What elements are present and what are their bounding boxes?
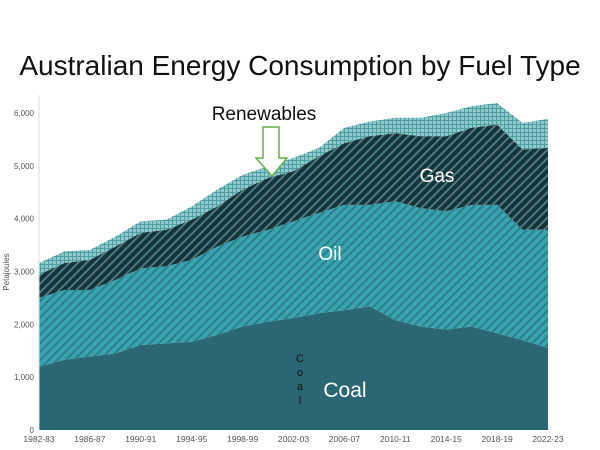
area-gas bbox=[39, 124, 548, 298]
annotation-coal-vertical-letter: l bbox=[299, 395, 301, 407]
annotation-oil: Oil bbox=[318, 244, 341, 265]
area-coal bbox=[39, 306, 548, 430]
y-axis-label: Petajoules bbox=[2, 253, 11, 290]
arrow-down-icon bbox=[254, 126, 289, 178]
x-tick-label: 1990-91 bbox=[125, 434, 156, 444]
y-tick-label: 4,000 bbox=[14, 215, 35, 224]
x-tick-label: 2014-15 bbox=[431, 434, 462, 444]
chart-title: Australian Energy Consumption by Fuel Ty… bbox=[19, 50, 581, 81]
x-tick-label: 1998-99 bbox=[227, 434, 258, 444]
y-tick-label: 2,000 bbox=[14, 320, 35, 329]
annotation-gas: Gas bbox=[420, 166, 455, 187]
area-oil bbox=[39, 201, 548, 367]
y-tick-label: 3,000 bbox=[14, 268, 35, 277]
area-renewables bbox=[39, 102, 548, 275]
x-tick-label: 2018-19 bbox=[481, 434, 512, 444]
x-tick-label: 2002-03 bbox=[278, 434, 309, 444]
y-tick-label: 1,000 bbox=[14, 373, 35, 382]
x-tick-label: 1986-87 bbox=[74, 434, 105, 444]
annotation-renewables: Renewables bbox=[212, 104, 317, 125]
annotation-coal-vertical-letter: C bbox=[296, 353, 304, 365]
y-tick-label: 0 bbox=[30, 426, 35, 435]
x-tick-label: 2006-07 bbox=[329, 434, 360, 444]
x-tick-label: 2022-23 bbox=[532, 434, 563, 444]
annotation-coal-vertical-letter: a bbox=[297, 381, 304, 393]
y-tick-label: 6,000 bbox=[14, 109, 35, 118]
x-tick-label: 1982-83 bbox=[23, 434, 54, 444]
x-tick-label: 2010-11 bbox=[380, 434, 411, 444]
x-tick-label: 1994-95 bbox=[176, 434, 207, 444]
y-tick-label: 5,000 bbox=[14, 162, 35, 171]
annotation-coal-vertical-letter: o bbox=[297, 367, 303, 379]
annotation-coal: Coal bbox=[323, 379, 366, 402]
